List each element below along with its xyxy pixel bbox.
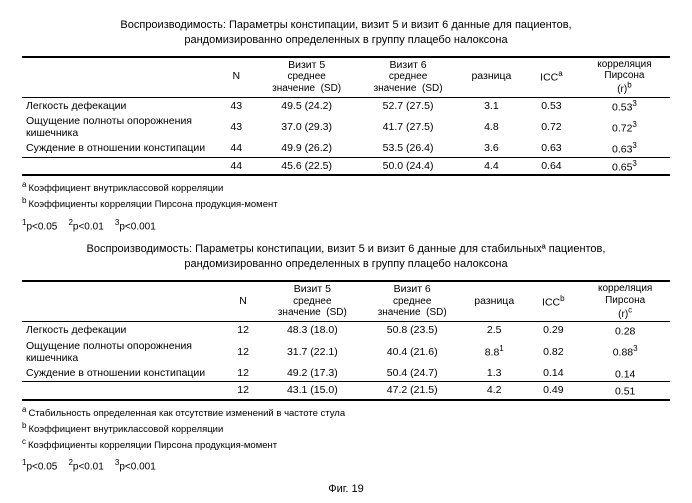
- section2-title: Воспроизводимость: Параметры констипации…: [22, 242, 670, 272]
- col-v6: Визит 6 среднее значение (SD): [357, 57, 458, 97]
- section1-title: Воспроизводимость: Параметры констипации…: [22, 18, 670, 48]
- p-line1: 1p<0.05 2p<0.01 3p<0.001: [22, 218, 670, 232]
- col-diff: разница: [462, 281, 526, 321]
- footnotes1: aКоэффициент внутриклассовой корреляции …: [22, 180, 670, 212]
- title-line: Воспроизводимость: Параметры констипации…: [87, 243, 606, 255]
- table-row: Ощущение полноты опорожнения кишечника 4…: [22, 114, 670, 140]
- title-line: рандомизированно определенных в группу п…: [184, 34, 507, 46]
- table-sum: 12 43.1 (15.0) 47.2 (21.5) 4.2 0.49 0.51: [22, 382, 670, 400]
- title-line: рандомизированно определенных в группу п…: [184, 258, 507, 270]
- col-icc: ICCb: [526, 281, 580, 321]
- col-v5: Визит 5 среднее значение (SD): [256, 57, 357, 97]
- table-row: Легкость дефекации 43 49.5 (24.2) 52.7 (…: [22, 97, 670, 114]
- table2: N Визит 5 среднее значение (SD) Визит 6 …: [22, 280, 670, 400]
- table-row: Суждение в отношении констипации 12 49.2…: [22, 365, 670, 382]
- col-v5: Визит 5 среднее значение (SD): [262, 281, 362, 321]
- col-pearson: корреляция Пирсона (r)c: [580, 281, 670, 321]
- col-n: N: [217, 57, 256, 97]
- figure-label: Фиг. 19: [22, 483, 670, 495]
- col-pearson: корреляция Пирсона (r)b: [579, 57, 670, 97]
- title-line: Воспроизводимость: Параметры констипации…: [120, 19, 571, 31]
- table-row: Ощущение полноты опорожнения кишечника 1…: [22, 339, 670, 365]
- col-n: N: [224, 281, 263, 321]
- table-row: Легкость дефекации 12 48.3 (18.0) 50.8 (…: [22, 322, 670, 339]
- p-line2: 1p<0.05 2p<0.01 3p<0.001: [22, 458, 670, 472]
- col-icc: ICCa: [524, 57, 579, 97]
- table-sum: 44 45.6 (22.5) 50.0 (24.4) 4.4 0.64 0.65…: [22, 157, 670, 175]
- table-row: Суждение в отношении констипации 44 49.9…: [22, 140, 670, 157]
- col-v6: Визит 6 среднее значение (SD): [362, 281, 462, 321]
- col-diff: разница: [459, 57, 524, 97]
- table1: N Визит 5 среднее значение (SD) Визит 6 …: [22, 56, 670, 176]
- footnotes2: aСтабильность определенная как отсутстви…: [22, 405, 670, 453]
